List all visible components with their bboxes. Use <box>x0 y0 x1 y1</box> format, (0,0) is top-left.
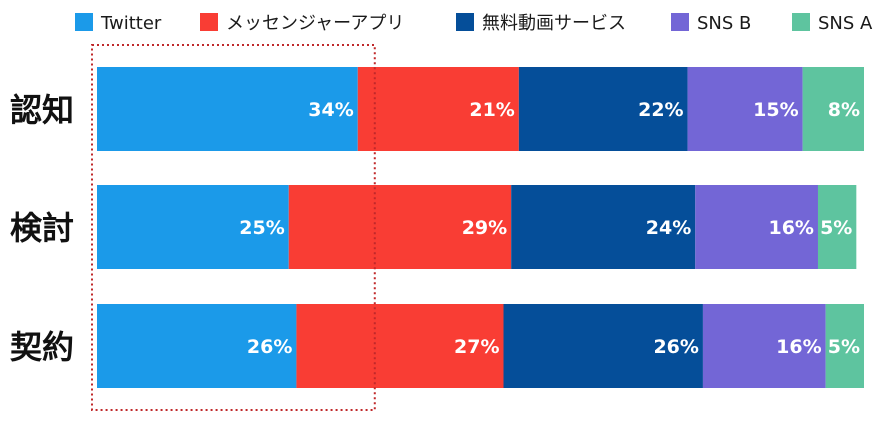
category-label-1: 認知 <box>10 91 74 129</box>
highlight-dotted-box <box>91 44 376 411</box>
legend-label-5: SNS A <box>818 13 873 34</box>
value-label-2-5: 5% <box>820 217 852 239</box>
value-label-1-5: 8% <box>828 99 860 121</box>
value-label-3-5: 5% <box>828 336 860 358</box>
value-label-1-1: 34% <box>308 99 353 121</box>
bar-segment-2-2 <box>288 185 512 269</box>
legend: Twitter メッセンジャーアプリ 無料動画サービス SNS B SNS A <box>75 13 873 34</box>
legend-swatch-1 <box>75 13 93 31</box>
value-label-2-3: 24% <box>646 217 691 239</box>
bar-segment-2-1 <box>97 185 289 269</box>
legend-label-2: メッセンジャーアプリ <box>226 13 404 34</box>
legend-swatch-2 <box>200 13 218 31</box>
bar-segment-2-4 <box>695 185 818 269</box>
bar-segment-1-5 <box>802 67 864 151</box>
bar-segment-1-2 <box>357 67 519 151</box>
value-label-1-3: 22% <box>638 99 683 121</box>
legend-swatch-5 <box>792 13 810 31</box>
category-label-3: 契約 <box>10 328 74 366</box>
bar-segments <box>97 67 864 388</box>
category-label-2: 検討 <box>10 209 74 247</box>
bar-segment-2-3 <box>511 185 696 269</box>
bar-segment-3-3 <box>503 304 703 388</box>
bar-segment-3-2 <box>296 304 504 388</box>
value-label-3-3: 26% <box>653 336 698 358</box>
bar-segment-3-1 <box>97 304 297 388</box>
legend-label-1: Twitter <box>100 13 162 34</box>
value-label-3-1: 26% <box>247 336 292 358</box>
legend-swatch-3 <box>456 13 474 31</box>
value-label-2-2: 29% <box>462 217 507 239</box>
bar-segment-2-5 <box>817 185 857 269</box>
value-label-2-1: 25% <box>239 217 284 239</box>
value-labels: 34% 21% 22% 15% 8% 25% 29% 24% 16% 5% 26% 27% 26% 16%… <box>239 99 860 358</box>
legend-label-4: SNS B <box>697 13 751 34</box>
value-label-1-4: 15% <box>753 99 798 121</box>
bar-segment-3-4 <box>702 304 826 388</box>
value-label-3-4: 16% <box>776 336 821 358</box>
bar-segment-1-3 <box>518 67 688 151</box>
value-label-1-2: 21% <box>469 99 514 121</box>
bar-segment-1-1 <box>97 67 358 151</box>
bar-segment-3-5 <box>825 304 864 388</box>
legend-label-3: 無料動画サービス <box>482 13 626 34</box>
legend-swatch-4 <box>671 13 689 31</box>
bar-segment-1-4 <box>687 67 803 151</box>
value-label-3-2: 27% <box>454 336 499 358</box>
value-label-2-4: 16% <box>768 217 813 239</box>
